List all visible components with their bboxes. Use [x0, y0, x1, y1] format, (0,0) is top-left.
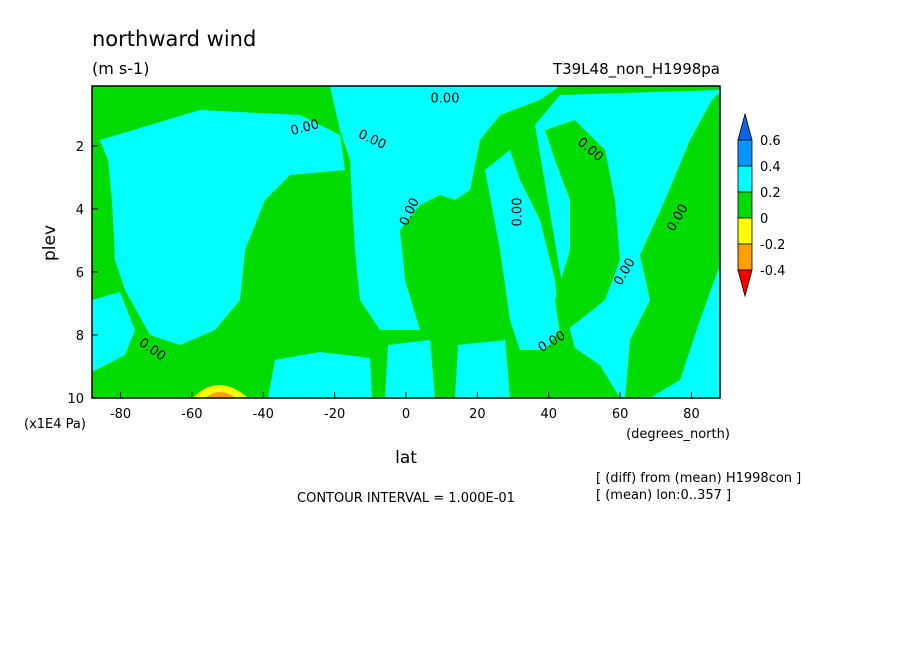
contour-fill — [100, 110, 345, 345]
chart-subtitle: (m s-1) — [92, 59, 149, 78]
plot-area: 0.00 0.000.000.000.00 0.000.000.000.00 0.00 — [92, 86, 720, 398]
y-tick-label: 2 — [76, 140, 84, 155]
y-tick-label: 4 — [76, 203, 84, 218]
x-tick-label: 20 — [469, 407, 486, 422]
x-tick-label: 0 — [402, 407, 410, 422]
chart-title: northward wind — [92, 27, 256, 51]
note: [ (diff) from (mean) H1998con ] — [596, 471, 801, 486]
colorbar-segment — [737, 243, 753, 271]
colorbar-label: 0 — [760, 212, 768, 227]
y-axis-unit: (x1E4 Pa) — [24, 417, 86, 432]
run-label: T39L48_non_H1998pa — [552, 60, 720, 79]
x-tick-label: -60 — [181, 407, 202, 422]
contour-fill — [485, 150, 560, 350]
y-axis-label: plev — [40, 225, 60, 261]
note: [ (mean) lon:0..357 ] — [596, 488, 731, 503]
colorbar-segment — [737, 269, 753, 298]
colorbar-label: 0.4 — [760, 160, 781, 175]
contour-fill — [545, 120, 620, 335]
contour-label: 0.00 — [289, 117, 321, 139]
contour-fill — [92, 292, 135, 372]
contour-label: 0.00 — [511, 198, 526, 227]
colorbar-label: 0.6 — [760, 134, 781, 149]
colorbar-label: -0.2 — [760, 238, 785, 253]
contour-fill — [193, 385, 248, 398]
contour-fill — [268, 352, 372, 398]
y-tick-label: 10 — [67, 392, 84, 407]
contour-fill — [385, 340, 435, 398]
x-tick-label: 60 — [612, 407, 629, 422]
colorbar-segment — [737, 217, 753, 245]
x-axis-unit: (degrees_north) — [626, 427, 730, 442]
contour-interval: CONTOUR INTERVAL = 1.000E-01 — [297, 491, 515, 506]
contour-fill — [625, 92, 720, 398]
x-tick-label: 40 — [540, 407, 557, 422]
colorbar-segment — [737, 139, 753, 167]
x-axis-label: lat — [395, 448, 417, 468]
contour-fill — [455, 340, 510, 398]
colorbar-label: -0.4 — [760, 264, 785, 279]
x-tick-label: -20 — [324, 407, 345, 422]
x-tick-label: -80 — [110, 407, 131, 422]
y-tick-label: 6 — [76, 266, 84, 281]
contour-label: 0.00 — [431, 92, 460, 107]
colorbar-label: 0.2 — [760, 186, 781, 201]
y-tick-label: 8 — [76, 329, 84, 344]
colorbar-segment — [737, 191, 753, 219]
colorbar-segment — [737, 112, 753, 141]
x-tick-label: -40 — [253, 407, 274, 422]
x-tick-label: 80 — [683, 407, 700, 422]
colorbar-segment — [737, 165, 753, 193]
contour-fill — [330, 86, 560, 330]
contour-fill — [205, 392, 236, 398]
